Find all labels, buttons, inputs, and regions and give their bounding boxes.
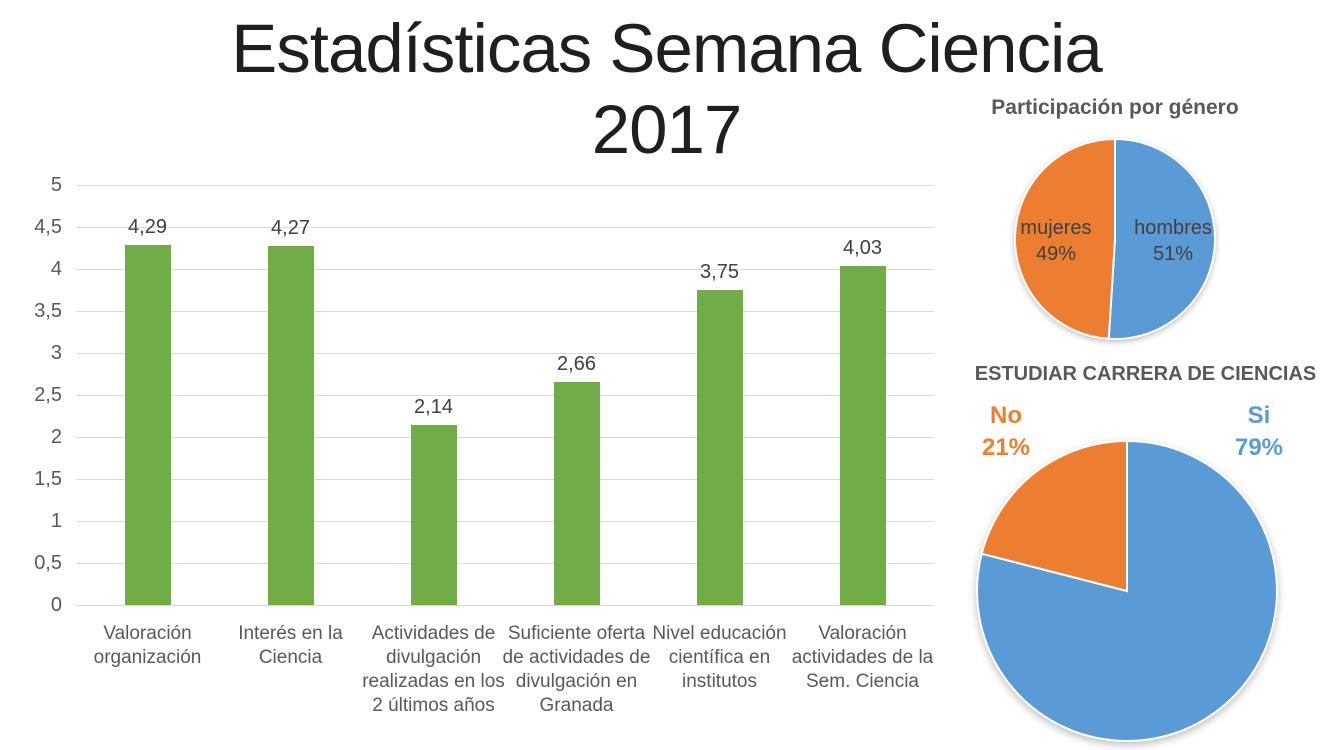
bar [124,244,171,605]
gridline [76,521,934,522]
gridline [76,353,934,354]
page-title: Estadísticas Semana Ciencia 2017 [0,8,1333,170]
x-axis-category-label: Valoración organización [93,623,202,668]
y-axis-tick-label: 2 [50,426,62,448]
gridline [76,563,934,564]
gridline [76,395,934,396]
pie-slice-hombres [1107,137,1216,340]
y-axis-tick-label: 1 [50,510,62,532]
gridline [76,311,934,312]
y-axis-tick-label: 5 [50,174,62,196]
y-axis-tick-label: 0,5 [34,552,62,574]
pie-gender-chart [1014,137,1216,340]
x-axis-category-label: Actividades de divulgación realizadas en… [362,623,505,716]
gridline [76,227,934,228]
bar [410,425,457,605]
x-axis-category-label: Interés en la Ciencia [238,623,343,668]
bar-value-label: 4,29 [128,215,167,238]
bar [839,266,886,605]
pie-slice-no [980,439,1128,593]
pie-career-chart [976,439,1278,742]
gridline [76,185,934,186]
gridline [76,605,934,606]
x-axis-category-label: Suficiente oferta de actividades de divu… [502,623,651,716]
bar-value-label: 4,27 [271,217,310,240]
y-axis-tick-label: 4 [50,258,62,280]
pie-gender-label-hombres: hombres 51% [1134,217,1212,265]
pie-gender-label-mujeres: mujeres 49% [1020,217,1092,265]
x-axis-category-label: Valoración actividades de la Sem. Cienci… [791,623,934,692]
pie-gender-title: Participación por género [991,96,1239,119]
bar-value-label: 4,03 [843,237,882,260]
gridline [76,479,934,480]
bar [696,290,743,605]
gridline [76,437,934,438]
pie-career-label-no: No 21% [981,402,1031,461]
bar-value-label: 2,66 [557,352,596,375]
bar [553,381,600,605]
page-title-line2: 2017 [591,91,743,168]
y-axis-tick-label: 1,5 [34,468,62,490]
y-axis-tick-label: 2,5 [34,384,62,406]
x-axis-category-label: Nivel educación científica en institutos [652,623,787,692]
bar [267,246,314,605]
gridline [76,269,934,270]
bar-value-label: 2,14 [414,396,453,419]
pie-career-label-si: Si 79% [1234,402,1284,461]
bar-value-label: 3,75 [700,261,739,283]
pie-career-title: ESTUDIAR CARRERA DE CIENCIAS [974,363,1317,385]
pie-slice-mujeres [1014,137,1116,340]
page-title-line1: Estadísticas Semana Ciencia [231,10,1102,87]
y-axis-tick-label: 3,5 [34,300,62,322]
y-axis-tick-label: 3 [50,342,62,364]
y-axis-tick-label: 4,5 [34,216,62,238]
y-axis-tick-label: 0 [50,594,62,616]
